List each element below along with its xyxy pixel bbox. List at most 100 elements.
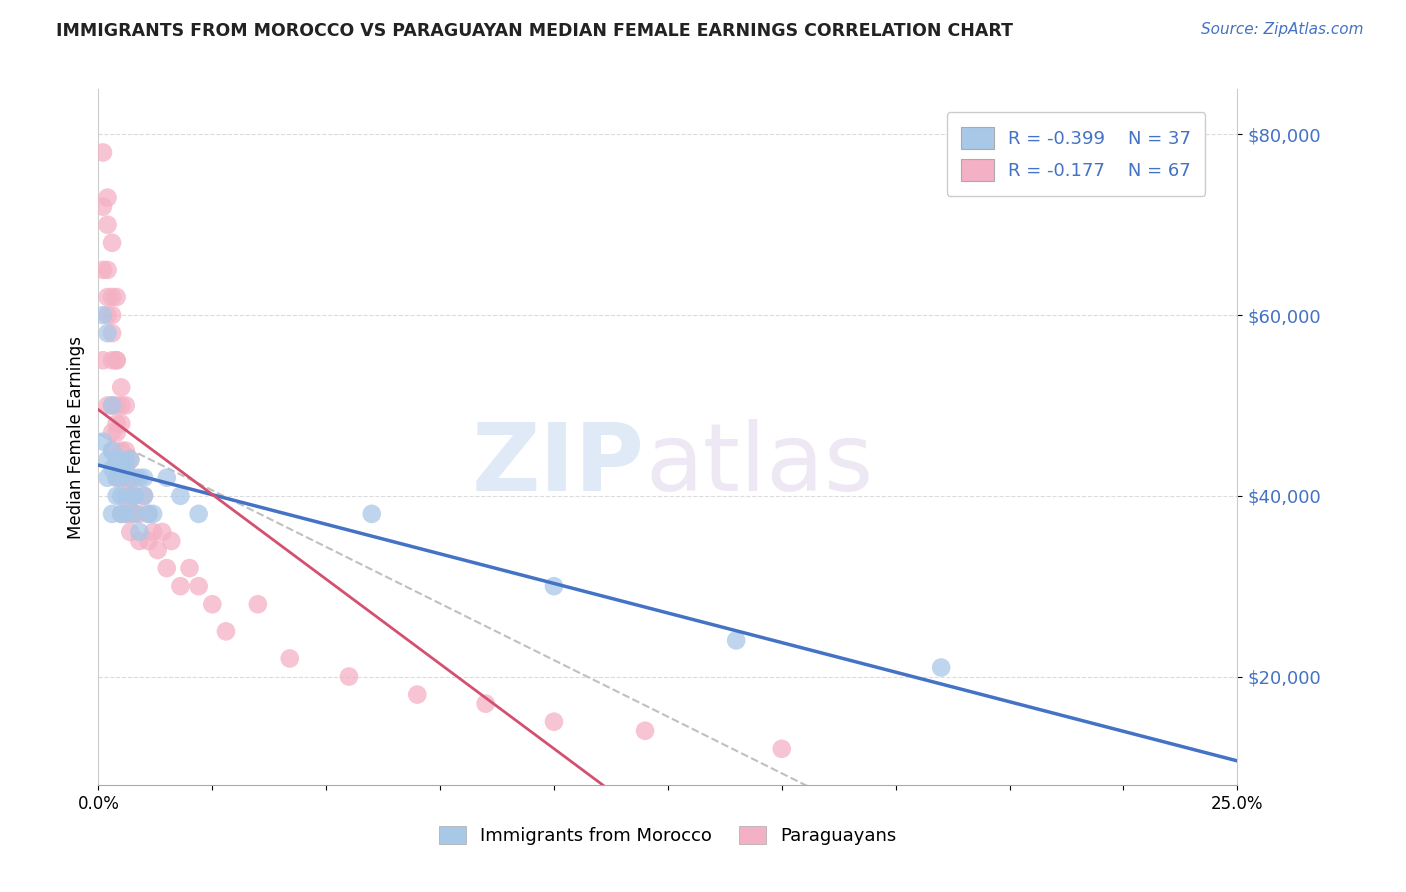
Point [110, 417, 132, 431]
Point [929, 660, 952, 674]
Point [101, 399, 124, 413]
Point [179, 561, 201, 575]
Point [110, 471, 132, 485]
Point [96, 308, 118, 322]
Point [101, 507, 124, 521]
Point [110, 461, 132, 475]
Point [132, 489, 155, 503]
Point [201, 597, 224, 611]
Point [91, 353, 114, 368]
Y-axis label: Median Female Earnings: Median Female Earnings [66, 335, 84, 539]
Point [96, 326, 118, 341]
Point [105, 353, 128, 368]
Point [128, 507, 150, 521]
Point [187, 507, 209, 521]
Point [96, 471, 118, 485]
Point [114, 452, 136, 467]
Point [105, 452, 128, 467]
Point [114, 507, 136, 521]
Point [120, 489, 142, 503]
Point [120, 471, 142, 485]
Point [160, 533, 183, 548]
Point [725, 633, 748, 648]
Point [96, 191, 118, 205]
Point [124, 507, 146, 521]
Point [124, 471, 146, 485]
Point [105, 417, 128, 431]
Point [96, 218, 118, 232]
Point [156, 471, 179, 485]
Point [101, 461, 124, 475]
Point [110, 471, 132, 485]
Point [114, 489, 136, 503]
Point [128, 471, 150, 485]
Point [120, 452, 142, 467]
Point [114, 461, 136, 475]
Point [128, 533, 150, 548]
Point [101, 425, 124, 440]
Point [169, 579, 191, 593]
Point [543, 714, 565, 729]
Point [146, 543, 169, 558]
Point [142, 507, 165, 521]
Point [101, 308, 124, 322]
Point [110, 399, 132, 413]
Point [120, 471, 142, 485]
Point [105, 471, 128, 485]
Point [215, 624, 238, 639]
Point [120, 524, 142, 539]
Text: atlas: atlas [645, 419, 873, 511]
Point [105, 489, 128, 503]
Text: Source: ZipAtlas.com: Source: ZipAtlas.com [1201, 22, 1364, 37]
Point [124, 489, 146, 503]
Point [124, 507, 146, 521]
Point [138, 507, 160, 521]
Point [105, 399, 128, 413]
Point [142, 524, 165, 539]
Point [110, 443, 132, 458]
Text: IMMIGRANTS FROM MOROCCO VS PARAGUAYAN MEDIAN FEMALE EARNINGS CORRELATION CHART: IMMIGRANTS FROM MOROCCO VS PARAGUAYAN ME… [56, 22, 1014, 40]
Point [156, 561, 179, 575]
Point [128, 524, 150, 539]
Point [101, 443, 124, 458]
Point [114, 399, 136, 413]
Point [169, 489, 191, 503]
Point [110, 489, 132, 503]
Point [105, 471, 128, 485]
Point [246, 597, 269, 611]
Point [634, 723, 657, 738]
Point [120, 452, 142, 467]
Point [138, 533, 160, 548]
Point [114, 443, 136, 458]
Point [101, 399, 124, 413]
Point [474, 697, 496, 711]
Point [101, 353, 124, 368]
Point [101, 290, 124, 304]
Point [120, 489, 142, 503]
Text: ZIP: ZIP [472, 419, 645, 511]
Legend: Immigrants from Morocco, Paraguayans: Immigrants from Morocco, Paraguayans [432, 819, 904, 853]
Point [138, 507, 160, 521]
Point [114, 471, 136, 485]
Point [110, 507, 132, 521]
Point [101, 443, 124, 458]
Point [96, 452, 118, 467]
Point [150, 524, 173, 539]
Point [337, 669, 360, 683]
Point [96, 263, 118, 277]
Point [770, 741, 793, 756]
Point [132, 471, 155, 485]
Point [110, 380, 132, 394]
Point [110, 507, 132, 521]
Point [114, 507, 136, 521]
Point [91, 263, 114, 277]
Point [91, 308, 114, 322]
Point [91, 145, 114, 160]
Point [91, 200, 114, 214]
Point [278, 651, 301, 665]
Point [187, 579, 209, 593]
Point [105, 425, 128, 440]
Point [101, 326, 124, 341]
Point [124, 489, 146, 503]
Point [132, 489, 155, 503]
